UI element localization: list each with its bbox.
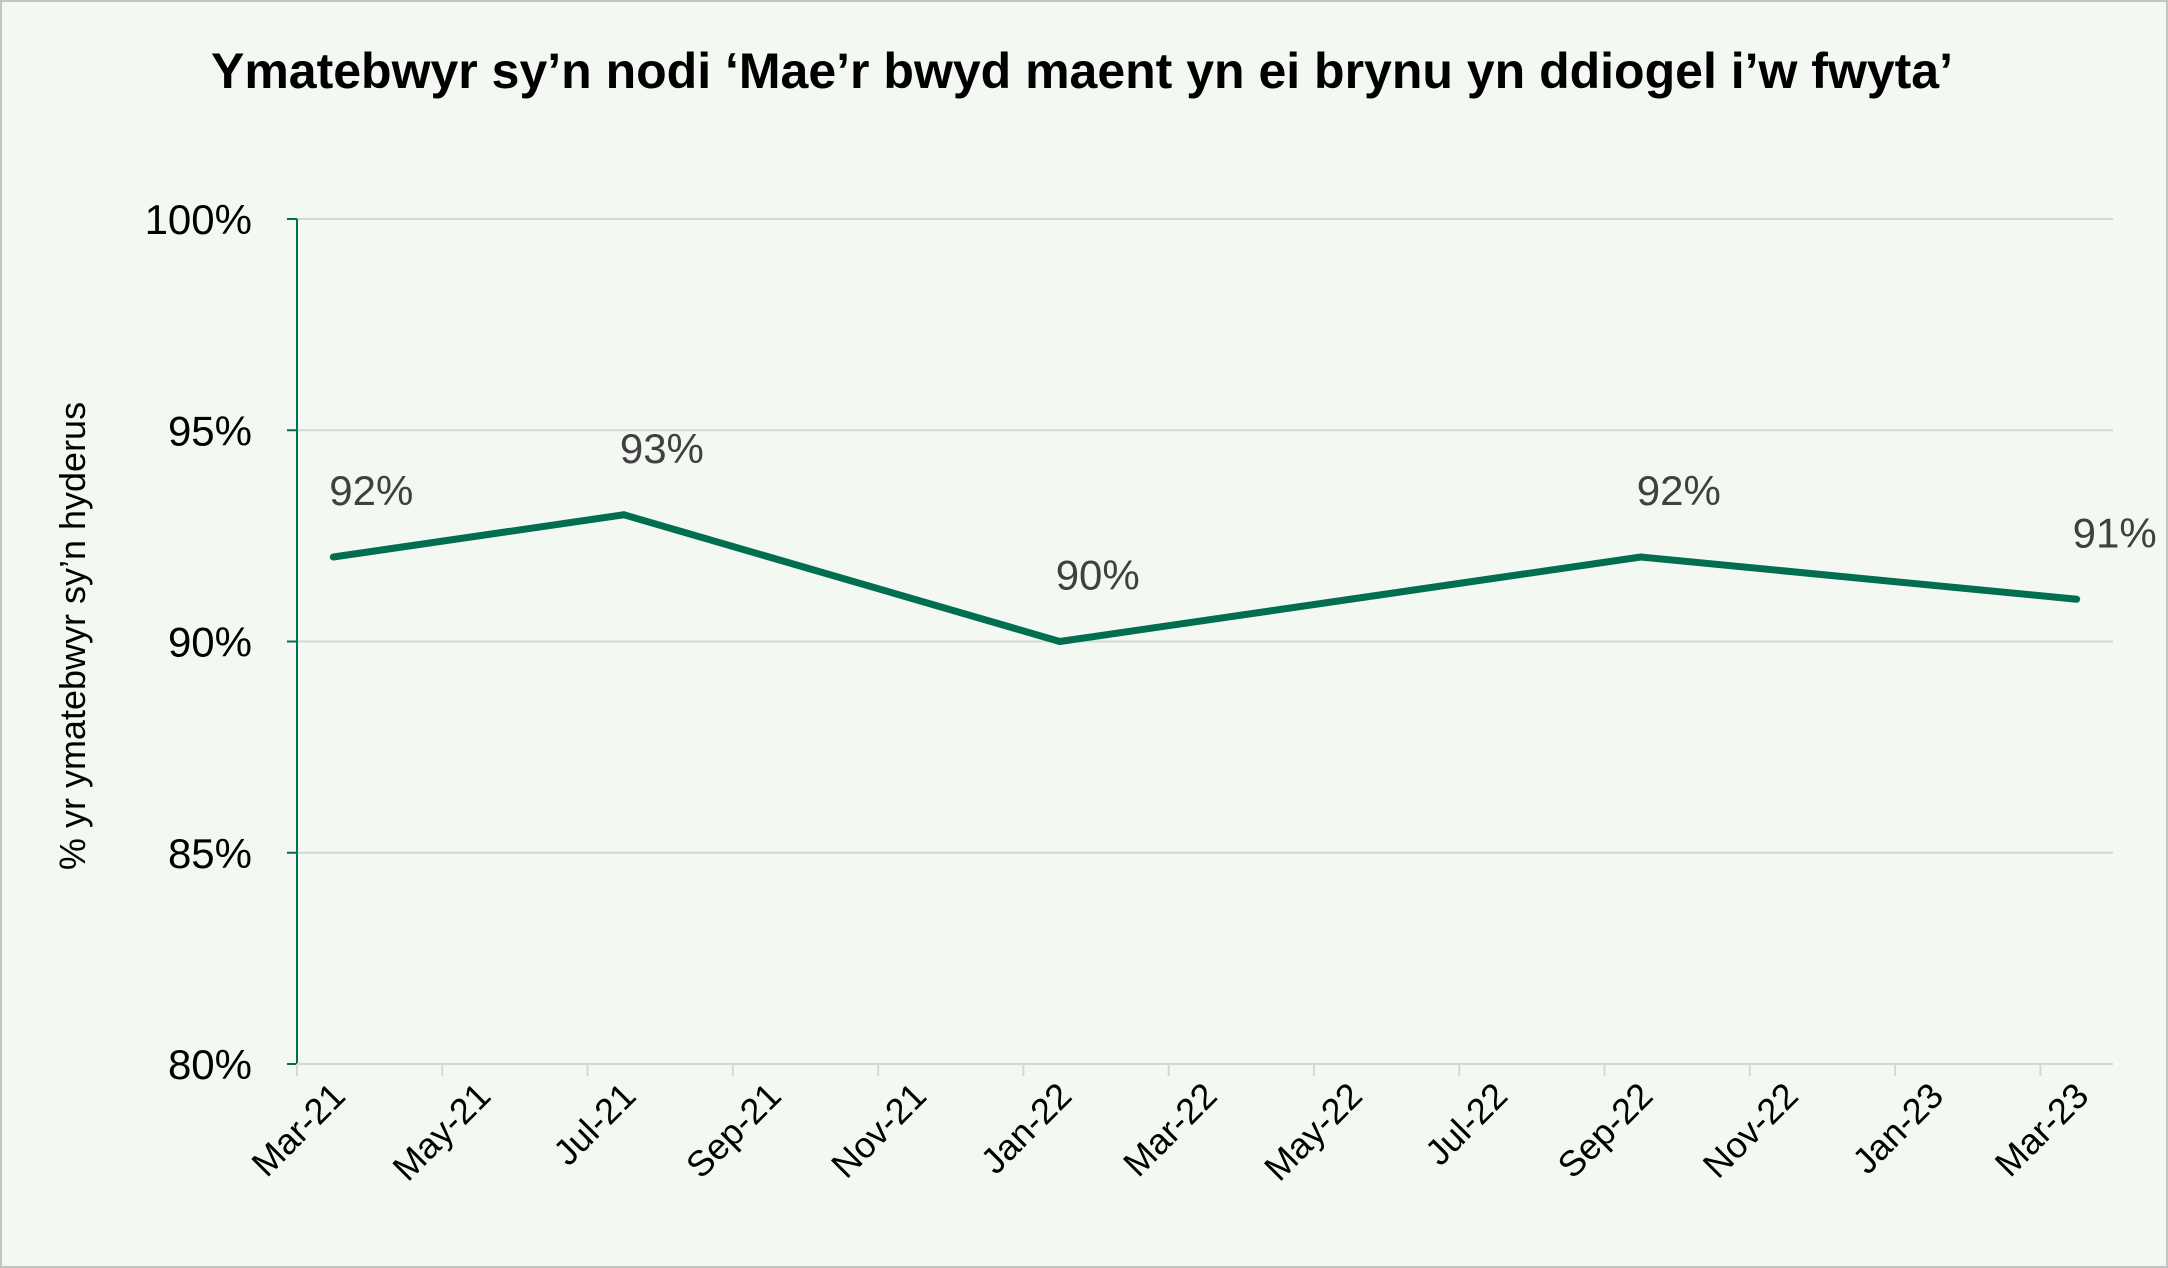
axes: [287, 218, 2113, 1076]
series-layer: [329, 511, 2081, 645]
data-point: [620, 511, 628, 519]
x-tick-label: Jul-22: [1417, 1075, 1515, 1173]
data-label: 93%: [620, 425, 704, 472]
y-tick-label: 100%: [145, 196, 252, 243]
x-tick-labels: Mar-21 May-21 Jul-21 Sep-21 Nov-21 Jan-22 Mar-…: [243, 1075, 2096, 1189]
chart-title: Ymatebwyr sy’n nodi ‘Mae’r bwyd maent yn…: [210, 43, 1954, 99]
x-tick-label: Sep-21: [678, 1075, 789, 1186]
x-tick-label: May-21: [384, 1075, 498, 1189]
x-tick-label: Mar-22: [1115, 1075, 1225, 1185]
x-tick-label: Jan-22: [973, 1075, 1080, 1182]
x-tick-label: Mar-23: [1987, 1075, 2097, 1185]
data-label: 92%: [1637, 467, 1721, 514]
data-label: 90%: [1056, 552, 1140, 599]
y-tick-label: 85%: [168, 830, 252, 877]
x-tick-label: Sep-22: [1549, 1075, 1660, 1186]
y-tick-label: 80%: [168, 1041, 252, 1088]
data-point: [1056, 638, 1064, 645]
data-point: [1637, 553, 1645, 561]
x-tick-label: Mar-21: [243, 1075, 353, 1185]
series-line: [332, 511, 2078, 645]
data-point: [329, 553, 337, 561]
gridlines: [297, 218, 2113, 854]
y-tick-label: 95%: [168, 407, 252, 454]
data-point: [2073, 595, 2081, 603]
x-tick-label: Jan-23: [1844, 1075, 1951, 1182]
data-label: 92%: [329, 467, 413, 514]
y-tick-labels: 80% 85% 90% 95% 100%: [145, 196, 252, 1088]
x-tick-label: Jul-21: [545, 1075, 643, 1173]
x-tick-label: Nov-21: [823, 1075, 934, 1186]
x-tick-label: Nov-22: [1695, 1075, 1806, 1186]
y-axis-label: % yr ymatebwyr sy’n hyderus: [52, 402, 93, 870]
data-label: 91%: [2073, 509, 2157, 556]
x-tick-label: May-22: [1256, 1075, 1370, 1189]
data-labels: 92% 93% 90% 92% 91%: [329, 425, 2156, 599]
y-tick-label: 90%: [168, 619, 252, 666]
